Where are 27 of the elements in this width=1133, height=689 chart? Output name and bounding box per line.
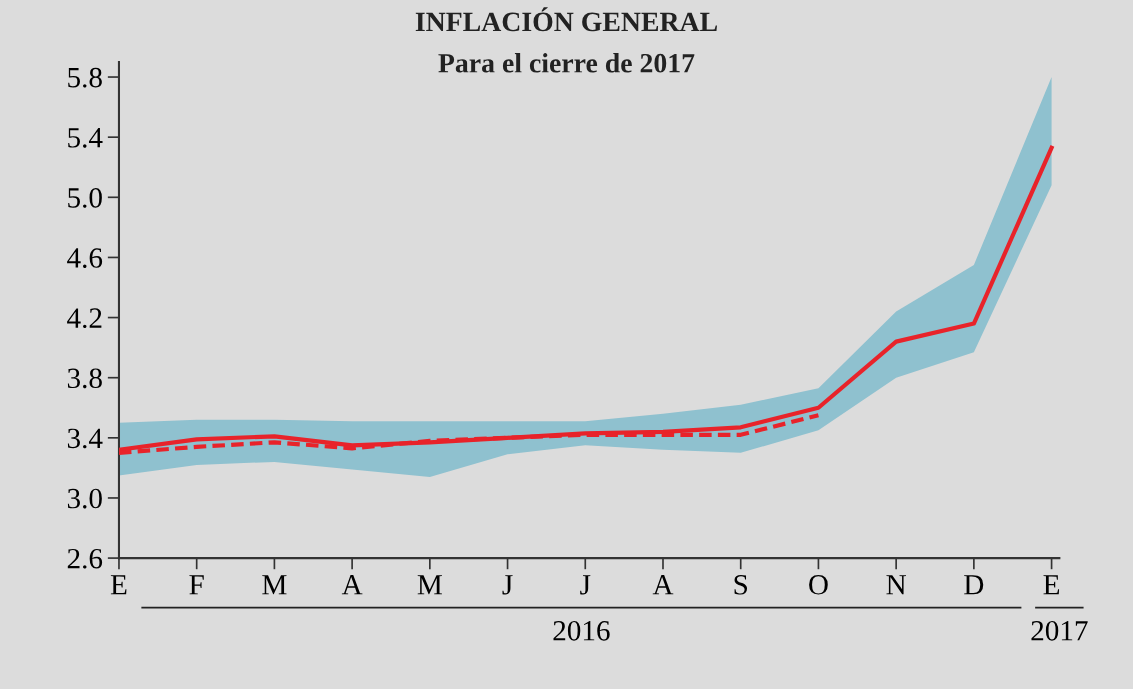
- y-tick-label: 2.6: [67, 548, 103, 569]
- chart-title: INFLACIÓN GENERAL: [415, 7, 717, 32]
- x-tick-label: J: [502, 575, 513, 595]
- x-tick-label: M: [262, 575, 287, 595]
- x-tick-label: J: [580, 575, 591, 595]
- y-tick-label: 5.8: [68, 67, 102, 88]
- x-tick-label: A: [341, 575, 363, 595]
- x-tick-label: A: [652, 575, 674, 595]
- y-tick-label: 5.0: [68, 188, 102, 208]
- x-tick-label: E: [1043, 575, 1060, 595]
- y-tick-label: 3.0: [67, 488, 102, 509]
- y-tick-label: 3.8: [67, 368, 102, 389]
- line-series: [118, 145, 1054, 452]
- y-tick-label: 4.6: [67, 248, 103, 268]
- x-tick-label: D: [964, 575, 984, 595]
- text: 2017: [1031, 620, 1088, 641]
- chart-subtitle: Para el cierre de 2017: [438, 53, 695, 73]
- y-tick-label: 4.2: [67, 308, 102, 329]
- x-tick-label: N: [886, 575, 907, 595]
- y-tick-label: 5.4: [68, 128, 103, 148]
- text: 2016: [553, 620, 610, 641]
- x-tick-label: O: [809, 574, 828, 595]
- y-tick-label: 3.4: [67, 428, 103, 449]
- x-tick-label: E: [110, 575, 127, 595]
- x-tick-label: S: [734, 574, 748, 595]
- x-tick-label: F: [189, 575, 204, 595]
- x-tick-label: M: [417, 575, 442, 595]
